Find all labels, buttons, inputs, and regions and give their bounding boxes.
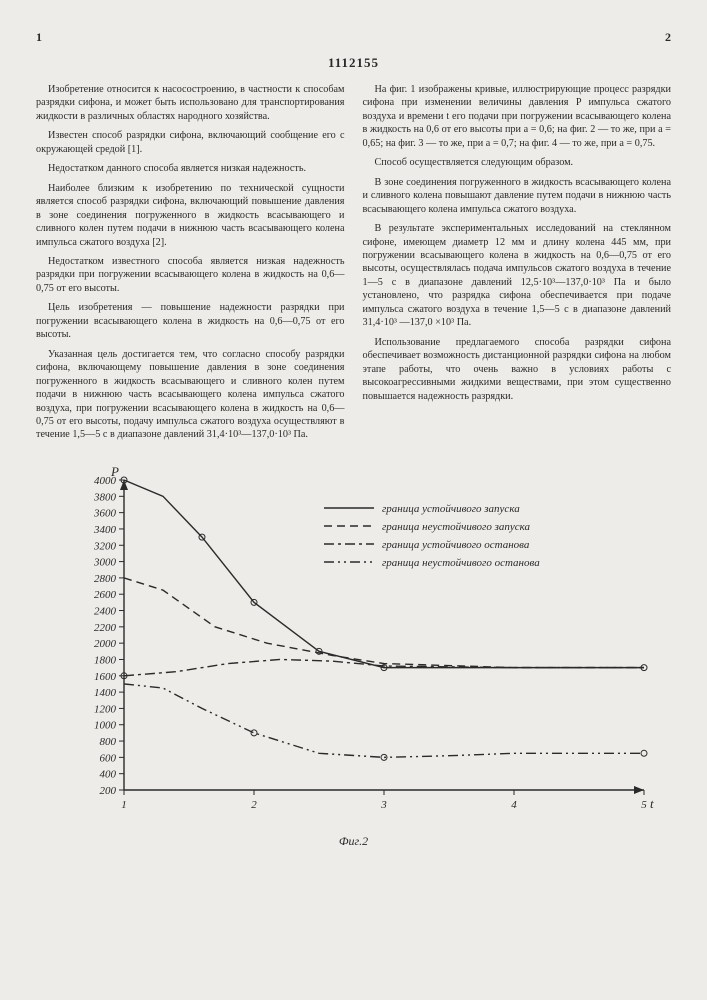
svg-text:5: 5 — [641, 799, 647, 811]
svg-text:1600: 1600 — [94, 671, 117, 683]
page-number-left: 1 — [36, 30, 42, 45]
svg-text:4: 4 — [511, 799, 517, 811]
svg-text:1800: 1800 — [94, 654, 117, 666]
svg-text:2600: 2600 — [94, 589, 117, 601]
svg-text:400: 400 — [99, 769, 116, 781]
svg-text:3000: 3000 — [93, 556, 117, 568]
svg-text:2800: 2800 — [94, 573, 117, 585]
svg-text:граница неустойчивого запуска: граница неустойчивого запуска — [382, 521, 531, 533]
svg-text:200: 200 — [99, 785, 116, 797]
svg-text:граница неустойчивого останова: граница неустойчивого останова — [382, 557, 540, 569]
svg-text:3: 3 — [380, 799, 387, 811]
svg-text:3400: 3400 — [93, 524, 117, 536]
svg-text:3600: 3600 — [93, 508, 117, 520]
paragraph: Изобретение относится к насосостроению, … — [36, 83, 345, 123]
svg-text:1200: 1200 — [94, 703, 117, 715]
paragraph: Способ осуществляется следующим образом. — [363, 156, 672, 169]
chart: 200 400 600 800 1000 1200 1400 1600 1800 2000 2200… — [44, 460, 664, 830]
paragraph: Цель изобретения — повышение надежности … — [36, 301, 345, 341]
page: 1 2 1112155 Изобретение относится к насо… — [0, 0, 707, 1000]
svg-text:600: 600 — [99, 752, 116, 764]
svg-text:2400: 2400 — [94, 605, 117, 617]
svg-text:800: 800 — [99, 736, 116, 748]
page-header: 1 2 — [36, 30, 671, 45]
paragraph: В зоне соединения погруженного в жидкост… — [363, 176, 672, 216]
paragraph: Использование предлагаемого способа разр… — [363, 336, 672, 403]
chart-svg: 200 400 600 800 1000 1200 1400 1600 1800 2000 2200… — [44, 460, 664, 830]
paragraph: Наиболее близким к изобретению по технич… — [36, 182, 345, 249]
svg-text:t: t — [650, 796, 654, 811]
right-column: На фиг. 1 изображены кривые, иллюстрирую… — [363, 83, 672, 448]
patent-number: 1112155 — [36, 55, 671, 71]
paragraph: Недостатком известного способа является … — [36, 255, 345, 295]
left-column: Изобретение относится к насосостроению, … — [36, 83, 345, 448]
svg-text:3200: 3200 — [93, 540, 117, 552]
svg-text:2200: 2200 — [94, 622, 117, 634]
page-number-right: 2 — [665, 30, 671, 45]
svg-text:1000: 1000 — [94, 720, 117, 732]
svg-text:граница устойчивого запуска: граница устойчивого запуска — [382, 503, 520, 515]
svg-text:1: 1 — [121, 799, 127, 811]
paragraph: Известен способ разрядки сифона, включаю… — [36, 129, 345, 156]
svg-text:3800: 3800 — [93, 491, 117, 503]
paragraph: Недостатком данного способа является низ… — [36, 162, 345, 175]
svg-text:1400: 1400 — [94, 687, 117, 699]
paragraph: На фиг. 1 изображены кривые, иллюстрирую… — [363, 83, 672, 150]
text-columns: Изобретение относится к насосостроению, … — [36, 83, 671, 448]
svg-text:2: 2 — [251, 799, 257, 811]
svg-text:P: P — [110, 464, 119, 479]
svg-text:граница устойчивого останова: граница устойчивого останова — [382, 539, 530, 551]
paragraph: В результате экспериментальных исследова… — [363, 222, 672, 330]
svg-text:2000: 2000 — [94, 638, 117, 650]
paragraph: Указанная цель достигается тем, что согл… — [36, 348, 345, 442]
figure-label: Фиг.2 — [36, 834, 671, 849]
